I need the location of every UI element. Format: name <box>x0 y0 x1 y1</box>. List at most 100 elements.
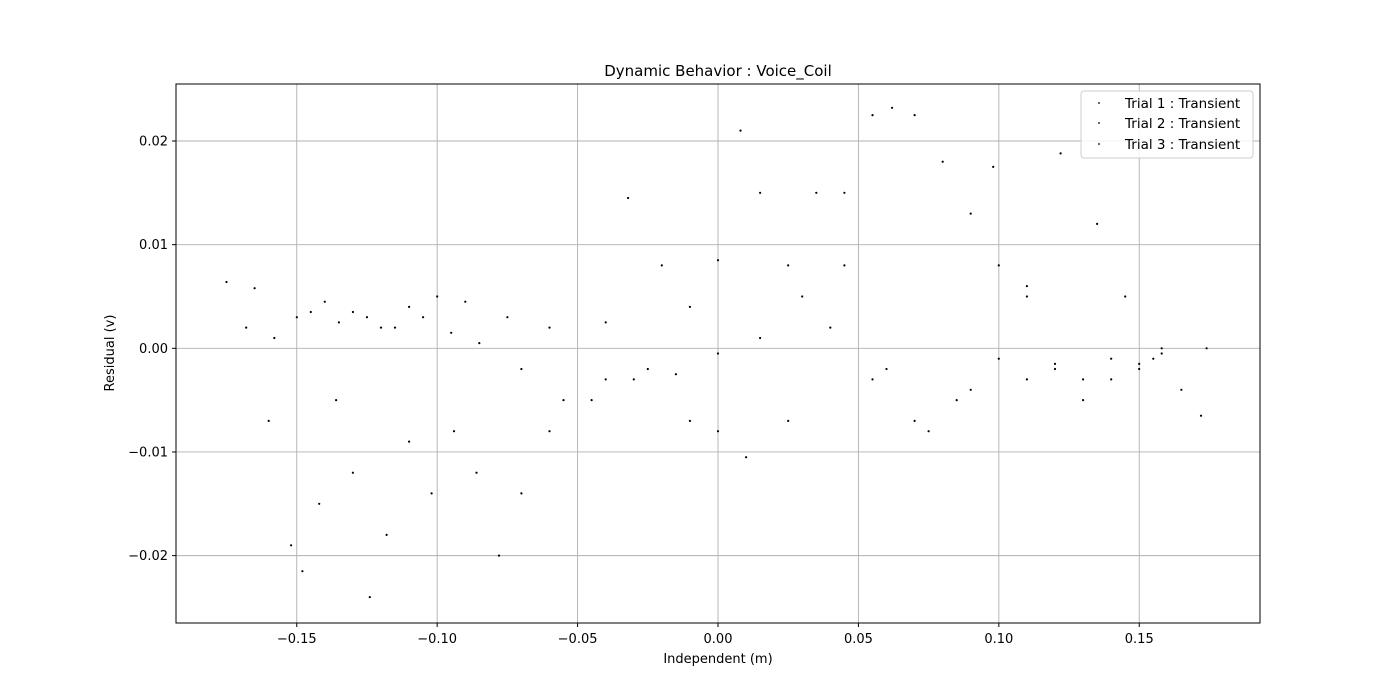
legend-entry-trial-3: Trial 3 : Transient <box>1124 137 1240 153</box>
data-point <box>997 357 1000 360</box>
data-point <box>759 191 762 194</box>
data-point <box>843 264 846 267</box>
legend-marker-trial-3 <box>1098 143 1100 145</box>
data-point <box>1110 357 1113 360</box>
data-point <box>1199 414 1203 417</box>
data-point <box>871 114 874 117</box>
data-point <box>843 191 846 194</box>
data-point <box>604 378 607 381</box>
data-point <box>739 129 742 132</box>
data-point <box>506 316 509 319</box>
data-point <box>829 326 832 329</box>
data-point <box>335 399 338 402</box>
data-point <box>745 456 748 459</box>
data-point <box>497 554 501 557</box>
data-point <box>604 321 607 324</box>
data-point <box>716 430 720 433</box>
data-point <box>436 295 439 298</box>
data-point <box>787 419 790 422</box>
data-point <box>1053 367 1057 371</box>
data-point <box>379 326 383 329</box>
legend-box <box>1080 90 1254 159</box>
data-point <box>475 471 478 474</box>
x-tick-label: −0.05 <box>558 632 598 647</box>
data-point <box>1082 378 1085 381</box>
data-point <box>393 326 397 329</box>
data-point <box>716 352 720 355</box>
data-point <box>927 430 930 433</box>
data-point <box>1152 357 1155 360</box>
data-point <box>548 326 551 329</box>
data-point <box>301 570 304 573</box>
data-point <box>385 533 388 537</box>
data-point <box>1096 222 1099 225</box>
data-point <box>871 378 874 381</box>
data-point <box>891 106 894 109</box>
data-point <box>337 321 340 324</box>
data-point <box>1025 285 1028 288</box>
y-tick-label: 0.02 <box>139 135 168 150</box>
data-point <box>1025 295 1028 298</box>
data-point <box>267 419 270 422</box>
series-trial-2 <box>253 129 1163 422</box>
data-point <box>1138 362 1141 365</box>
y-tick-label: 0.00 <box>139 342 168 357</box>
data-point <box>1053 362 1057 365</box>
data-point <box>323 300 326 303</box>
legend-entry-trial-2: Trial 2 : Transient <box>1124 116 1240 132</box>
data-point <box>365 316 369 319</box>
data-point <box>562 399 565 402</box>
legend-marker-trial-2 <box>1098 122 1100 124</box>
x-tick-label: −0.15 <box>277 632 317 647</box>
x-tick-label: 0.05 <box>844 632 873 647</box>
data-point <box>955 399 958 402</box>
data-point <box>1082 399 1085 402</box>
data-point <box>520 492 523 495</box>
data-point <box>997 264 1000 267</box>
data-point <box>969 212 972 215</box>
data-point <box>815 191 818 194</box>
y-axis-ticks: −0.02 −0.01 0.00 0.01 0.02 <box>128 135 176 564</box>
x-tick-label: −0.10 <box>417 632 457 647</box>
data-point <box>913 114 916 117</box>
data-point <box>969 388 972 391</box>
data-point <box>295 316 298 319</box>
data-point <box>674 373 678 376</box>
legend-marker-trial-1 <box>1098 102 1100 104</box>
data-point <box>368 596 371 599</box>
data-point <box>688 419 692 422</box>
data-point <box>430 492 433 495</box>
data-point <box>225 280 228 284</box>
data-point <box>408 305 411 308</box>
data-point <box>801 295 804 298</box>
data-point <box>273 336 276 340</box>
data-point <box>290 544 293 547</box>
x-tick-label: 0.15 <box>1125 632 1154 647</box>
y-tick-label: 0.01 <box>139 238 168 253</box>
y-tick-label: −0.02 <box>128 549 168 564</box>
y-tick-label: −0.01 <box>128 445 168 460</box>
data-point <box>646 367 649 371</box>
legend: Trial 1 : Transient Trial 2 : Transient … <box>1080 90 1254 159</box>
legend-entry-trial-1: Trial 1 : Transient <box>1124 96 1240 112</box>
series-trial-3 <box>309 191 1163 459</box>
data-point <box>253 287 256 290</box>
x-tick-label: 0.00 <box>704 632 733 647</box>
data-point <box>309 310 312 314</box>
data-point <box>450 331 453 334</box>
x-axis-label: Independent (m) <box>663 652 772 667</box>
data-point <box>1160 352 1163 355</box>
data-point <box>660 264 663 267</box>
data-point <box>627 196 630 200</box>
data-point <box>1160 347 1163 350</box>
data-point <box>632 378 635 381</box>
data-point <box>1180 388 1183 391</box>
data-point <box>351 471 354 474</box>
grid <box>176 84 1260 623</box>
data-point <box>1110 378 1113 381</box>
chart-title: Dynamic Behavior : Voice_Coil <box>604 62 832 81</box>
y-axis-label: Residual (v) <box>103 315 118 392</box>
data-point <box>1138 367 1141 371</box>
data-point <box>408 440 411 443</box>
